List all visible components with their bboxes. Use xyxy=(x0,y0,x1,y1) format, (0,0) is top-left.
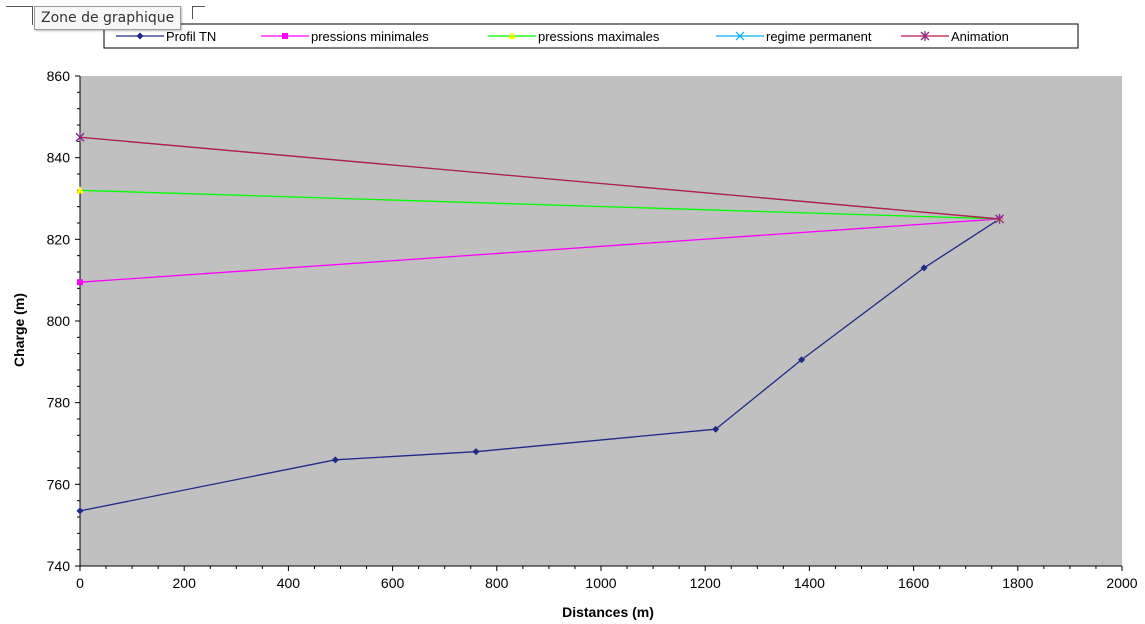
x-tick-label: 1800 xyxy=(1002,575,1033,591)
x-tick-label: 1200 xyxy=(690,575,721,591)
x-axis-title: Distances (m) xyxy=(562,604,654,620)
legend-marker xyxy=(920,31,930,41)
series-line-4 xyxy=(79,136,1000,220)
y-tick-label: 840 xyxy=(47,150,71,166)
legend-entry: pressions minimales xyxy=(261,29,429,44)
chart-area-tooltip: Zone de graphique xyxy=(34,6,182,30)
data-point xyxy=(712,425,720,433)
y-tick-label: 860 xyxy=(47,68,71,84)
x-tick-label: 600 xyxy=(381,575,405,591)
y-tick-label: 800 xyxy=(47,313,71,329)
legend-marker xyxy=(508,32,516,39)
plot-layer xyxy=(80,76,1122,566)
legend-entry: Animation xyxy=(901,29,1009,44)
data-point xyxy=(76,186,84,194)
tooltip-bracket-left xyxy=(6,6,33,25)
data-point xyxy=(920,264,928,272)
data-point xyxy=(75,132,85,143)
series-layer xyxy=(75,132,1005,515)
x-tick-label: 1600 xyxy=(898,575,929,591)
data-point xyxy=(77,279,83,286)
y-axis-title: Charge (m) xyxy=(11,293,27,367)
x-tick-label: 200 xyxy=(173,575,197,591)
x-tick-label: 400 xyxy=(277,575,301,591)
legend-label: Animation xyxy=(951,29,1009,44)
series-line-1 xyxy=(79,218,1000,283)
legend: Profil TN pressions minimales pressions ma… xyxy=(103,23,1079,49)
y-tick-label: 820 xyxy=(47,231,71,247)
x-tick-label: 0 xyxy=(76,575,84,591)
x-tick-label: 2000 xyxy=(1106,575,1137,591)
x-tick-label: 1000 xyxy=(585,575,616,591)
x-tick-label: 1400 xyxy=(794,575,825,591)
x-tick-label: 800 xyxy=(485,575,509,591)
legend-marker xyxy=(136,32,144,40)
legend-entry: Profil TN xyxy=(116,29,216,44)
data-point xyxy=(798,356,806,364)
data-point xyxy=(472,448,480,456)
series-line-2 xyxy=(79,189,1000,220)
y-tick-label: 760 xyxy=(47,476,71,492)
legend-label: pressions minimales xyxy=(311,29,429,44)
y-tick-label: 780 xyxy=(47,395,71,411)
legend-marker xyxy=(282,33,288,39)
data-point xyxy=(76,507,84,515)
data-point xyxy=(331,456,339,464)
data-point xyxy=(995,213,1005,224)
legend-label: regime permanent xyxy=(766,29,872,44)
legend-label: Profil TN xyxy=(166,29,216,44)
legend-entry: regime permanent xyxy=(716,29,872,44)
legend-marker xyxy=(735,31,745,41)
legend-entry: pressions maximales xyxy=(488,29,660,44)
legend-label: pressions maximales xyxy=(538,29,660,44)
tooltip-bracket-right xyxy=(192,6,205,19)
axes-layer: 740 760 780 800 820 840 860 0 200 400 600 800 1000 12… xyxy=(47,68,1138,591)
y-tick-label: 740 xyxy=(47,558,71,574)
plot-area xyxy=(80,76,1122,566)
